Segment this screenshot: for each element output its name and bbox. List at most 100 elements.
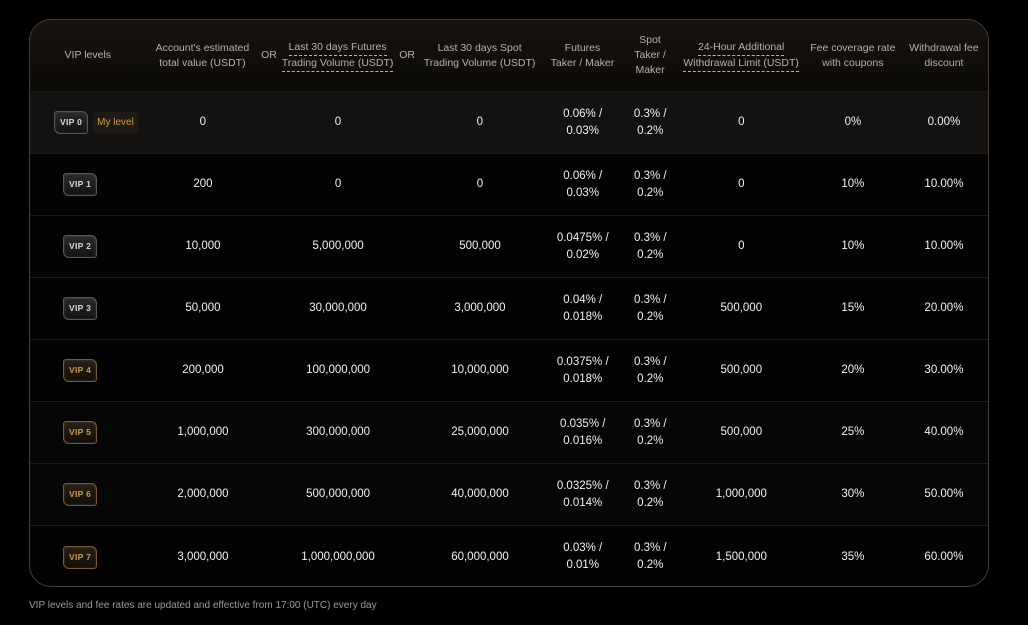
- spot-volume: 25,000,000: [451, 426, 509, 438]
- futures-fees: 0.04% /0.018%: [563, 293, 603, 323]
- futures-fees: 0.035% /0.016%: [560, 417, 606, 447]
- vip-level-cell: VIP 4: [30, 340, 146, 401]
- header-spot-fees: Spot Taker / Maker: [634, 34, 666, 76]
- vip-badge: VIP 5: [63, 421, 98, 444]
- spot-volume: 0: [476, 178, 484, 190]
- header-account-value: Account's estimated total value (USDT): [155, 41, 250, 69]
- fee-coverage: 10%: [841, 240, 865, 252]
- account-value: 3,000,000: [177, 550, 229, 563]
- vip-level-cell: VIP 7: [30, 526, 146, 586]
- withdrawal-limit: 500,000: [720, 426, 763, 438]
- futures-fees: 0.0375% /0.018%: [556, 355, 609, 385]
- fee-coverage: 10%: [841, 178, 865, 190]
- header-futures-fees: Futures Taker / Maker: [550, 41, 615, 69]
- withdrawal-discount: 0.00%: [927, 116, 961, 128]
- table-row-vip3: VIP 3 50,000 30,000,000 3,000,000 0.04% …: [30, 278, 988, 340]
- futures-volume: 1,000,000,000: [301, 550, 375, 563]
- futures-fees: 0.0475% /0.02%: [556, 231, 609, 261]
- fee-coverage: 20%: [841, 364, 865, 376]
- header-spot-volume: Last 30 days Spot Trading Volume (USDT): [423, 41, 536, 69]
- spot-fees: 0.3% /0.2%: [633, 355, 667, 385]
- fee-coverage: 15%: [841, 302, 865, 314]
- account-value: 1,000,000: [177, 426, 229, 438]
- futures-volume: 100,000,000: [306, 364, 371, 376]
- header-fee-coverage: Fee coverage rate with coupons: [810, 41, 896, 69]
- withdrawal-limit: 0: [738, 116, 745, 128]
- header-withdrawal-limit[interactable]: 24-Hour Additional Withdrawal Limit (USD…: [677, 20, 806, 91]
- withdrawal-limit: 500,000: [720, 302, 763, 314]
- vip-badge: VIP 4: [63, 359, 98, 382]
- vip-badge: VIP 0: [54, 111, 89, 134]
- fee-coverage: 35%: [841, 550, 865, 563]
- spot-volume: 500,000: [459, 240, 501, 252]
- header-futures-volume[interactable]: Last 30 days Futures Trading Volume (USD…: [279, 20, 397, 91]
- spot-volume: 3,000,000: [454, 302, 506, 314]
- vip-badge: VIP 1: [63, 173, 98, 196]
- withdrawal-limit: 0: [738, 178, 745, 190]
- vip-badge: VIP 3: [63, 297, 98, 320]
- withdrawal-limit: 1,500,000: [715, 550, 767, 563]
- futures-volume: 5,000,000: [312, 240, 364, 252]
- withdrawal-discount: 50.00%: [924, 488, 964, 500]
- spot-fees: 0.3% /0.2%: [633, 479, 667, 509]
- spot-volume: 10,000,000: [451, 364, 509, 376]
- withdrawal-discount: 40.00%: [924, 426, 964, 438]
- vip-badge: VIP 7: [63, 545, 98, 569]
- futures-fees: 0.03% /0.01%: [563, 542, 603, 571]
- header-withdrawal-discount: Withdrawal fee discount: [909, 41, 979, 69]
- my-level-tag: My level: [93, 112, 138, 133]
- table-row-vip5: VIP 5 1,000,000 300,000,000 25,000,000 0…: [30, 402, 988, 464]
- vip-level-cell: VIP 0 My level: [30, 92, 146, 153]
- spot-fees: 0.3% /0.2%: [633, 107, 667, 137]
- account-value: 10,000: [185, 240, 221, 252]
- withdrawal-discount: 30.00%: [924, 364, 964, 376]
- vip-level-cell: VIP 3: [30, 278, 146, 339]
- withdrawal-discount: 10.00%: [924, 240, 964, 252]
- vip-fee-table: VIP levels Account's estimated total val…: [29, 19, 989, 587]
- spot-volume: 0: [476, 116, 484, 128]
- futures-volume: 0: [334, 116, 342, 128]
- account-value: 50,000: [185, 302, 221, 314]
- table-header: VIP levels Account's estimated total val…: [30, 20, 988, 92]
- header-or-separator: OR: [399, 49, 415, 61]
- table-row-vip0: VIP 0 My level 0 0 0 0.06% /0.03% 0.3% /…: [30, 92, 988, 154]
- footer-note: VIP levels and fee rates are updated and…: [29, 600, 377, 611]
- vip-level-cell: VIP 2: [30, 216, 146, 277]
- futures-fees: 0.0325% /0.014%: [556, 479, 609, 509]
- spot-fees: 0.3% /0.2%: [633, 293, 667, 323]
- withdrawal-limit: 0: [738, 240, 745, 252]
- fee-coverage: 30%: [841, 488, 865, 500]
- account-value: 200: [193, 178, 213, 190]
- vip-level-cell: VIP 1: [30, 154, 146, 215]
- spot-fees: 0.3% /0.2%: [633, 417, 667, 447]
- spot-volume: 40,000,000: [451, 488, 509, 500]
- vip-level-cell: VIP 5: [30, 402, 146, 463]
- table-row-vip2: VIP 2 10,000 5,000,000 500,000 0.0475% /…: [30, 216, 988, 278]
- vip-level-cell: VIP 6: [30, 464, 146, 525]
- table-row-vip4: VIP 4 200,000 100,000,000 10,000,000 0.0…: [30, 340, 988, 402]
- account-value: 200,000: [182, 364, 224, 376]
- withdrawal-limit: 500,000: [720, 364, 763, 376]
- futures-volume: 500,000,000: [306, 488, 371, 500]
- vip-badge: VIP 6: [63, 483, 98, 506]
- table-row-vip6: VIP 6 2,000,000 500,000,000 40,000,000 0…: [30, 464, 988, 526]
- spot-fees: 0.3% /0.2%: [633, 231, 667, 261]
- futures-fees: 0.06% /0.03%: [563, 169, 603, 199]
- spot-fees: 0.3% /0.2%: [633, 542, 667, 571]
- spot-fees: 0.3% /0.2%: [633, 169, 667, 199]
- withdrawal-limit: 1,000,000: [715, 488, 767, 500]
- header-vip-levels: VIP levels: [64, 49, 112, 61]
- header-or-separator: OR: [261, 49, 277, 61]
- withdrawal-discount: 20.00%: [924, 302, 964, 314]
- account-value: 2,000,000: [177, 488, 229, 500]
- table-row-vip7: VIP 7 3,000,000 1,000,000,000 60,000,000…: [30, 526, 988, 586]
- table-row-vip1: VIP 1 200 0 0 0.06% /0.03% 0.3% /0.2% 0 …: [30, 154, 988, 216]
- futures-volume: 0: [334, 178, 342, 190]
- spot-volume: 60,000,000: [451, 550, 509, 563]
- vip-badge: VIP 2: [63, 235, 98, 258]
- withdrawal-discount: 10.00%: [924, 178, 964, 190]
- futures-volume: 300,000,000: [306, 426, 371, 438]
- withdrawal-discount: 60.00%: [924, 550, 964, 563]
- account-value: 0: [199, 116, 207, 128]
- futures-fees: 0.06% /0.03%: [563, 107, 603, 137]
